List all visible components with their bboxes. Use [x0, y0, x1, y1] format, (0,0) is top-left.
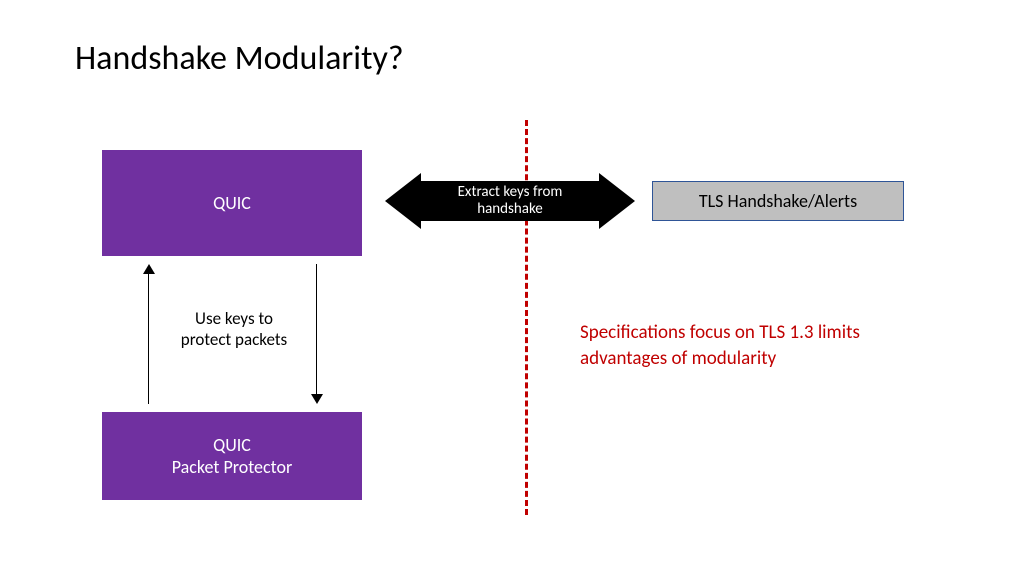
arrow-label-line2: handshake	[458, 201, 563, 218]
label-use-keys-line1: Use keys to	[164, 308, 304, 329]
arrow-label-line1: Extract keys from	[458, 184, 563, 201]
arrow-extract-keys: Extract keys from handshake	[385, 173, 635, 229]
note-specifications: Specifications focus on TLS 1.3 limits a…	[580, 320, 860, 371]
box-tls-handshake: TLS Handshake/Alerts	[652, 181, 904, 221]
arrow-head-left-icon	[385, 173, 421, 229]
box-tls-label: TLS Handshake/Alerts	[699, 190, 857, 212]
slide-title: Handshake Modularity?	[75, 38, 404, 79]
arrow-head-up-icon	[143, 264, 155, 274]
box-pp-label-line2: Packet Protector	[172, 456, 293, 479]
box-pp-label: QUIC Packet Protector	[172, 434, 293, 479]
label-use-keys: Use keys to protect packets	[164, 308, 304, 351]
arrow-use-keys-up	[148, 274, 149, 404]
box-quic-label: QUIC	[213, 192, 251, 214]
note-line2: advantages of modularity	[580, 346, 860, 372]
note-line1: Specifications focus on TLS 1.3 limits	[580, 320, 860, 346]
arrow-head-down-icon	[311, 394, 323, 404]
arrow-label: Extract keys from handshake	[458, 184, 563, 219]
box-pp-label-line1: QUIC	[172, 434, 293, 457]
arrow-use-keys-down	[316, 264, 317, 394]
box-quic-packet-protector: QUIC Packet Protector	[102, 412, 362, 500]
arrow-shaft: Extract keys from handshake	[421, 181, 599, 221]
box-quic: QUIC	[102, 150, 362, 256]
label-use-keys-line2: protect packets	[164, 329, 304, 350]
arrow-head-right-icon	[599, 173, 635, 229]
